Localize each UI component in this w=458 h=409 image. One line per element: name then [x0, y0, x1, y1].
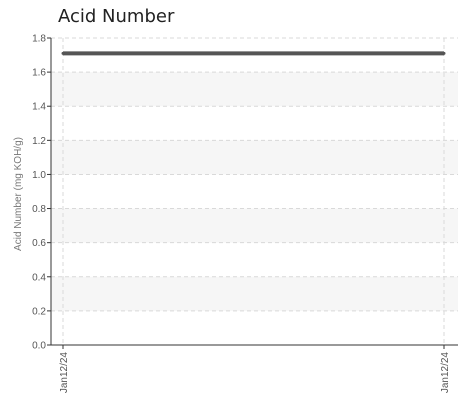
series-layer	[61, 51, 446, 56]
plot-band	[51, 140, 458, 175]
data-point	[61, 51, 65, 55]
plot-background-bands	[51, 72, 458, 311]
plot-band	[51, 208, 458, 243]
gridlines	[51, 37, 458, 345]
y-tick-label: 0.8	[32, 204, 46, 215]
y-tick-label: 0.0	[32, 341, 46, 352]
y-tick-label: 0.6	[32, 238, 46, 249]
x-tick-label: Jan12/24	[59, 352, 70, 394]
y-tick-label: 0.4	[32, 272, 46, 283]
chart-title: Acid Number	[58, 6, 175, 27]
y-axis-label: Acid Number (mg KOH/g)	[13, 137, 24, 251]
y-tick-label: 1.2	[32, 136, 46, 147]
y-tick-label: 1.0	[32, 170, 46, 181]
axes	[50, 38, 458, 346]
x-tick-label: Jan12/24	[440, 352, 451, 394]
plot-band	[51, 276, 458, 311]
y-tick-label: 1.4	[32, 102, 46, 113]
plot-band	[51, 72, 458, 107]
y-axis-ticks: 0.0 0.2 0.4 0.6 0.8 1.0 1.2 1.4 1.6 1.8	[32, 34, 51, 352]
y-tick-label: 0.2	[32, 306, 46, 317]
y-tick-label: 1.6	[32, 68, 46, 79]
y-tick-label: 1.8	[32, 34, 46, 45]
data-point	[442, 51, 446, 55]
x-axis-ticks: Jan12/24 Jan12/24	[59, 345, 451, 393]
